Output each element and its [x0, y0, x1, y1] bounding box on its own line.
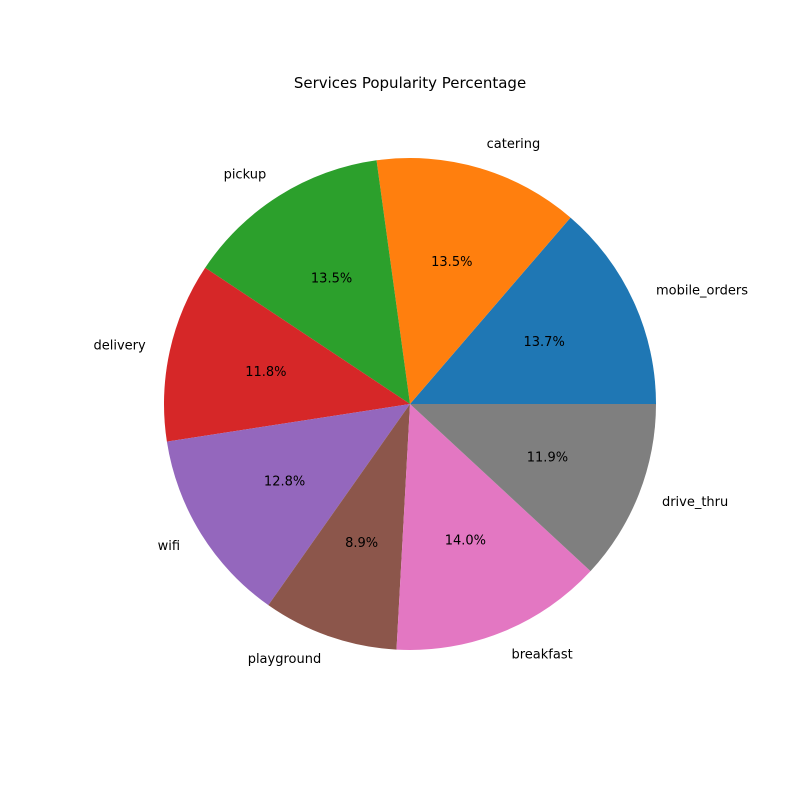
slice-percent-playground: 8.9% — [345, 536, 378, 551]
slice-label-drive-thru: drive_thru — [662, 495, 728, 510]
pie-slice-drive-thru — [410, 404, 656, 572]
slice-percent-mobile-orders: 13.7% — [524, 335, 565, 350]
slice-percent-catering: 13.5% — [431, 255, 472, 270]
slice-percent-drive-thru: 11.9% — [527, 450, 568, 465]
pie-slice-pickup — [205, 160, 410, 404]
slice-label-playground: playground — [248, 652, 322, 667]
slice-percent-breakfast: 14.0% — [445, 533, 486, 548]
slice-label-wifi: wifi — [158, 539, 180, 554]
pie-slice-mobile-orders — [410, 217, 656, 404]
slice-label-catering: catering — [487, 137, 541, 152]
slice-percent-pickup: 13.5% — [311, 271, 352, 286]
pie-labels: mobile_orders 13.7% catering 13.5% pickup 13.… — [94, 137, 749, 667]
pie-slice-delivery — [163, 267, 410, 442]
pie-slice-breakfast — [396, 404, 591, 651]
pie-slice-wifi — [166, 404, 410, 606]
slice-label-breakfast: breakfast — [511, 647, 572, 662]
slice-label-delivery: delivery — [94, 338, 147, 353]
pie-slice-playground — [268, 404, 410, 650]
slice-percent-wifi: 12.8% — [264, 474, 305, 489]
pie-slice-catering — [376, 158, 571, 404]
chart-title: Services Popularity Percentage — [294, 74, 526, 92]
pie-slices — [163, 158, 656, 651]
slice-label-pickup: pickup — [224, 167, 267, 182]
slice-percent-delivery: 11.8% — [245, 365, 286, 380]
slice-label-mobile-orders: mobile_orders — [656, 284, 748, 299]
